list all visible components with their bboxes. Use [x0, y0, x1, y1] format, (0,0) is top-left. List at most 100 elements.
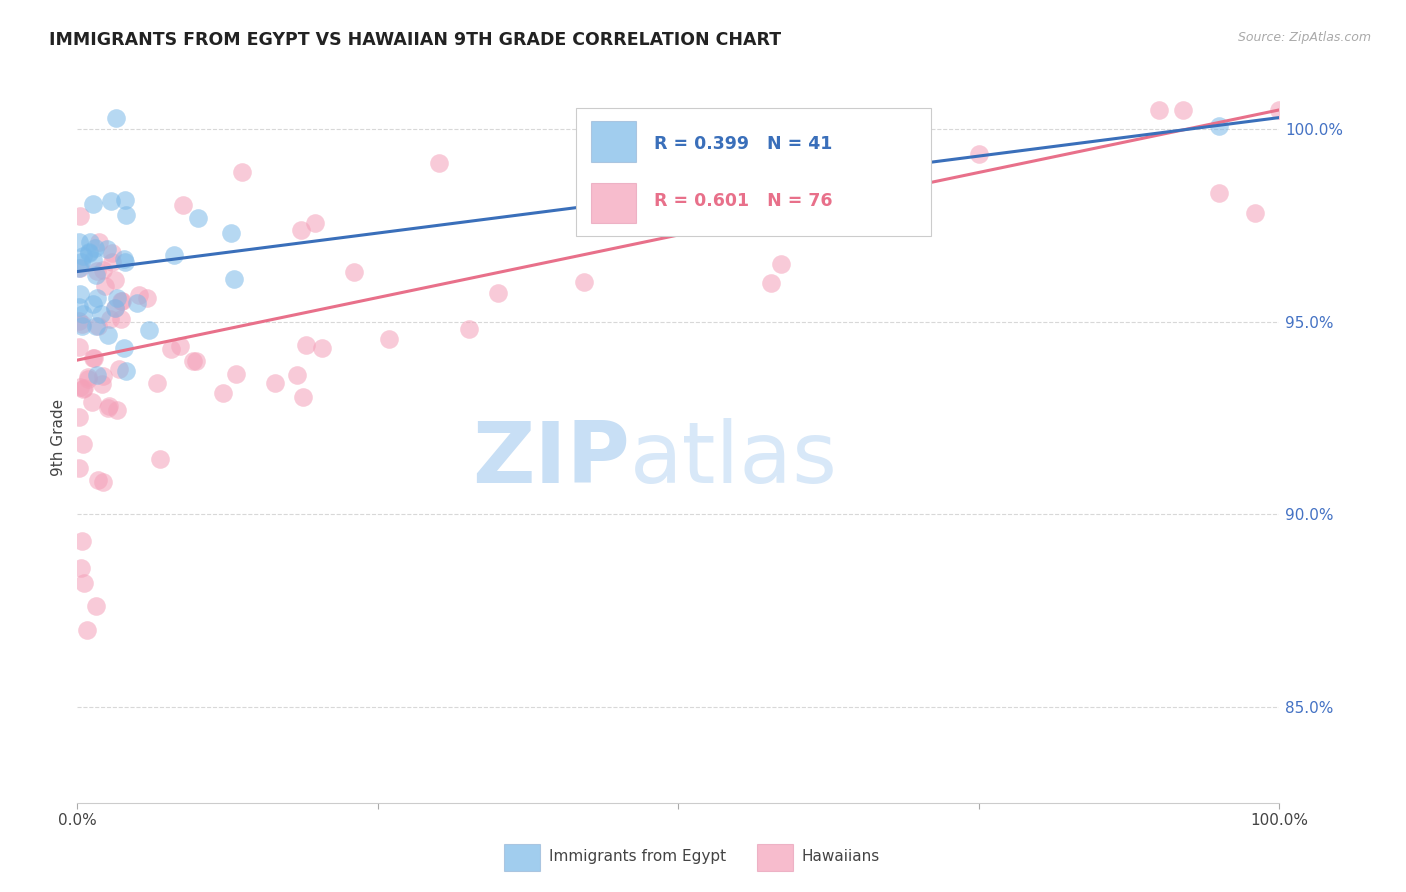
Bar: [756, 845, 793, 871]
Point: [73, 576, 96, 591]
Text: R = 0.399   N = 41: R = 0.399 N = 41: [654, 135, 832, 153]
Point: [138, 323, 160, 337]
Point: [94, 278, 117, 293]
Point: [104, 301, 127, 315]
Point: [114, 194, 136, 208]
Point: [82, 253, 104, 268]
Point: [574, 275, 596, 289]
Point: [76, 372, 98, 386]
Y-axis label: 9th Grade: 9th Grade: [51, 399, 66, 475]
Text: atlas: atlas: [630, 417, 838, 500]
Point: [67, 314, 90, 328]
Point: [264, 376, 287, 391]
Point: [90, 307, 112, 321]
Point: [110, 312, 132, 326]
Point: [91, 263, 114, 277]
Text: R = 0.601   N = 76: R = 0.601 N = 76: [654, 193, 832, 211]
Point: [105, 403, 128, 417]
Point: [87, 319, 110, 334]
Point: [69, 254, 91, 268]
Point: [82, 351, 104, 365]
Point: [69, 287, 91, 301]
Point: [67, 340, 90, 354]
Point: [91, 368, 114, 383]
FancyBboxPatch shape: [576, 108, 931, 235]
Point: [112, 341, 135, 355]
Point: [84, 268, 107, 282]
Point: [97, 328, 120, 343]
Point: [96, 401, 118, 415]
Bar: [591, 121, 637, 161]
Point: [82, 196, 104, 211]
Point: [427, 156, 450, 170]
Point: [83, 241, 105, 255]
Point: [1208, 186, 1230, 200]
Point: [114, 254, 136, 268]
Point: [96, 242, 118, 256]
Text: IMMIGRANTS FROM EGYPT VS HAWAIIAN 9TH GRADE CORRELATION CHART: IMMIGRANTS FROM EGYPT VS HAWAIIAN 9TH GR…: [49, 31, 782, 49]
Point: [290, 223, 312, 237]
Point: [72, 249, 94, 263]
Point: [82, 297, 104, 311]
Point: [644, 175, 666, 189]
Point: [458, 322, 481, 336]
Point: [107, 361, 129, 376]
Point: [93, 475, 115, 490]
Point: [770, 257, 793, 271]
Point: [98, 311, 121, 326]
Point: [231, 164, 253, 178]
Point: [967, 147, 990, 161]
Point: [128, 288, 150, 302]
Point: [304, 216, 326, 230]
Point: [77, 246, 100, 260]
Text: Hawaiians: Hawaiians: [801, 848, 879, 863]
Point: [90, 376, 112, 391]
Point: [69, 209, 91, 223]
Point: [114, 208, 136, 222]
Point: [70, 534, 93, 549]
Point: [76, 623, 98, 637]
Point: [105, 291, 128, 305]
Point: [76, 369, 98, 384]
Point: [69, 380, 91, 394]
Point: [100, 194, 122, 208]
Point: [378, 332, 401, 346]
Point: [761, 276, 783, 290]
Point: [72, 307, 94, 321]
Point: [100, 246, 122, 260]
Point: [187, 211, 209, 225]
Point: [72, 437, 94, 451]
Point: [104, 273, 127, 287]
Point: [169, 339, 191, 353]
Point: [104, 301, 127, 316]
Point: [160, 342, 183, 356]
Point: [311, 341, 333, 355]
Point: [343, 265, 366, 279]
Point: [72, 317, 94, 331]
Point: [80, 395, 103, 409]
Point: [110, 293, 132, 308]
Point: [86, 264, 108, 278]
Point: [212, 386, 235, 401]
Point: [67, 301, 90, 315]
Point: [104, 111, 127, 125]
Point: [114, 364, 136, 378]
Point: [295, 338, 318, 352]
Point: [184, 354, 207, 368]
Point: [67, 261, 90, 276]
Point: [84, 599, 107, 614]
Point: [86, 368, 108, 382]
Point: [86, 291, 108, 305]
Point: [1268, 103, 1291, 117]
Bar: [505, 845, 540, 871]
Point: [84, 318, 107, 333]
Point: [79, 235, 101, 249]
Point: [668, 145, 690, 160]
Text: ZIP: ZIP: [472, 417, 630, 500]
Point: [83, 351, 105, 365]
Point: [486, 285, 509, 300]
Point: [1149, 103, 1171, 117]
Point: [67, 409, 90, 424]
Point: [72, 318, 94, 333]
Point: [1173, 103, 1195, 117]
